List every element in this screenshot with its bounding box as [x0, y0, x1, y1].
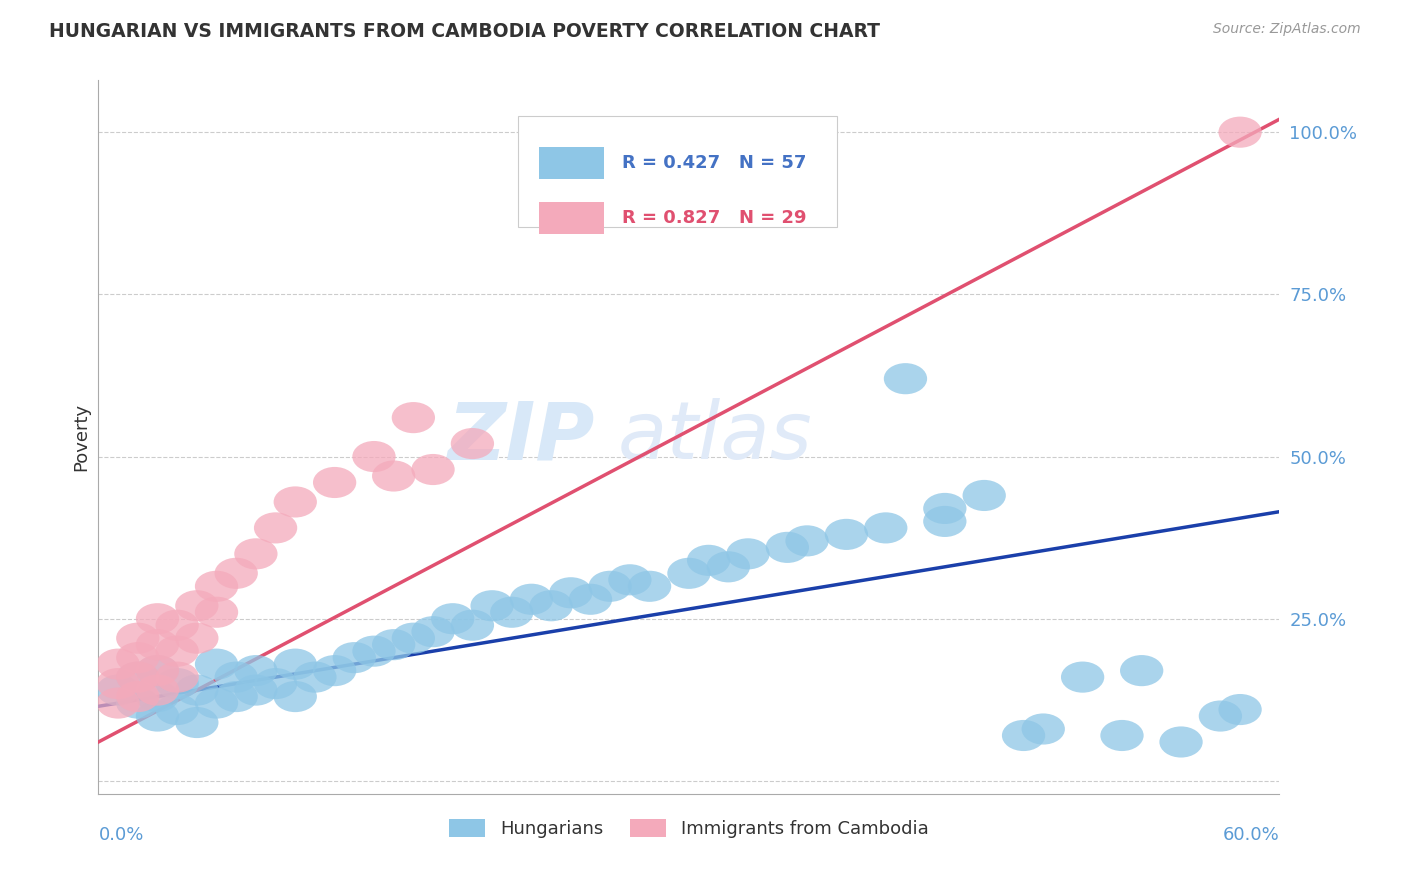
Ellipse shape: [235, 674, 277, 706]
Ellipse shape: [176, 674, 218, 706]
Ellipse shape: [924, 493, 966, 524]
Ellipse shape: [569, 583, 612, 615]
Ellipse shape: [176, 707, 218, 738]
Ellipse shape: [628, 571, 671, 602]
Ellipse shape: [1121, 655, 1163, 686]
Ellipse shape: [117, 662, 159, 693]
Ellipse shape: [471, 591, 513, 622]
Ellipse shape: [1160, 726, 1202, 757]
Text: ZIP: ZIP: [447, 398, 595, 476]
Ellipse shape: [766, 532, 808, 563]
Ellipse shape: [215, 558, 257, 589]
Ellipse shape: [1219, 694, 1261, 725]
Text: atlas: atlas: [619, 398, 813, 476]
Ellipse shape: [373, 629, 415, 660]
Ellipse shape: [254, 668, 297, 699]
Ellipse shape: [156, 609, 198, 640]
Ellipse shape: [314, 655, 356, 686]
Ellipse shape: [156, 662, 198, 693]
Ellipse shape: [412, 454, 454, 485]
Ellipse shape: [373, 460, 415, 491]
Ellipse shape: [392, 402, 434, 434]
Text: R = 0.827   N = 29: R = 0.827 N = 29: [621, 210, 806, 227]
Ellipse shape: [451, 428, 494, 459]
Ellipse shape: [235, 655, 277, 686]
Ellipse shape: [156, 668, 198, 699]
Ellipse shape: [136, 655, 179, 686]
Ellipse shape: [1199, 700, 1241, 731]
Ellipse shape: [136, 681, 179, 712]
Ellipse shape: [97, 668, 139, 699]
Ellipse shape: [825, 519, 868, 550]
Ellipse shape: [156, 636, 198, 666]
Ellipse shape: [353, 441, 395, 472]
Ellipse shape: [176, 591, 218, 622]
Ellipse shape: [1022, 714, 1064, 745]
Ellipse shape: [97, 674, 139, 706]
Text: 0.0%: 0.0%: [98, 826, 143, 844]
Ellipse shape: [333, 642, 375, 673]
Ellipse shape: [353, 636, 395, 666]
Ellipse shape: [136, 603, 179, 634]
Ellipse shape: [136, 674, 179, 706]
Ellipse shape: [215, 662, 257, 693]
FancyBboxPatch shape: [538, 147, 605, 179]
Ellipse shape: [117, 662, 159, 693]
Ellipse shape: [786, 525, 828, 557]
Ellipse shape: [195, 688, 238, 719]
Ellipse shape: [412, 616, 454, 648]
FancyBboxPatch shape: [538, 202, 605, 235]
Ellipse shape: [254, 512, 297, 543]
Text: Source: ZipAtlas.com: Source: ZipAtlas.com: [1213, 22, 1361, 37]
Ellipse shape: [156, 694, 198, 725]
Ellipse shape: [136, 655, 179, 686]
Ellipse shape: [294, 662, 336, 693]
Ellipse shape: [1101, 720, 1143, 751]
Ellipse shape: [117, 688, 159, 719]
Ellipse shape: [215, 681, 257, 712]
Ellipse shape: [117, 642, 159, 673]
Ellipse shape: [963, 480, 1005, 511]
Y-axis label: Poverty: Poverty: [72, 403, 90, 471]
Text: HUNGARIAN VS IMMIGRANTS FROM CAMBODIA POVERTY CORRELATION CHART: HUNGARIAN VS IMMIGRANTS FROM CAMBODIA PO…: [49, 22, 880, 41]
Ellipse shape: [688, 545, 730, 576]
Ellipse shape: [314, 467, 356, 498]
Ellipse shape: [195, 597, 238, 628]
Ellipse shape: [924, 506, 966, 537]
Ellipse shape: [97, 688, 139, 719]
Legend: Hungarians, Immigrants from Cambodia: Hungarians, Immigrants from Cambodia: [441, 812, 936, 846]
Ellipse shape: [510, 583, 553, 615]
Ellipse shape: [274, 681, 316, 712]
Ellipse shape: [195, 648, 238, 680]
Ellipse shape: [884, 363, 927, 394]
Ellipse shape: [235, 538, 277, 569]
Ellipse shape: [117, 681, 159, 712]
Ellipse shape: [97, 648, 139, 680]
Ellipse shape: [1062, 662, 1104, 693]
Ellipse shape: [136, 700, 179, 731]
Ellipse shape: [668, 558, 710, 589]
Ellipse shape: [1002, 720, 1045, 751]
Ellipse shape: [609, 565, 651, 595]
Ellipse shape: [195, 571, 238, 602]
Ellipse shape: [707, 551, 749, 582]
Text: 60.0%: 60.0%: [1223, 826, 1279, 844]
Ellipse shape: [136, 629, 179, 660]
Ellipse shape: [589, 571, 631, 602]
Ellipse shape: [727, 538, 769, 569]
Ellipse shape: [176, 623, 218, 654]
Ellipse shape: [451, 609, 494, 640]
Ellipse shape: [865, 512, 907, 543]
FancyBboxPatch shape: [517, 116, 837, 227]
Ellipse shape: [530, 591, 572, 622]
Text: R = 0.427   N = 57: R = 0.427 N = 57: [621, 154, 806, 172]
Ellipse shape: [274, 648, 316, 680]
Ellipse shape: [274, 486, 316, 517]
Ellipse shape: [491, 597, 533, 628]
Ellipse shape: [432, 603, 474, 634]
Ellipse shape: [1219, 117, 1261, 148]
Ellipse shape: [550, 577, 592, 608]
Ellipse shape: [117, 623, 159, 654]
Ellipse shape: [392, 623, 434, 654]
